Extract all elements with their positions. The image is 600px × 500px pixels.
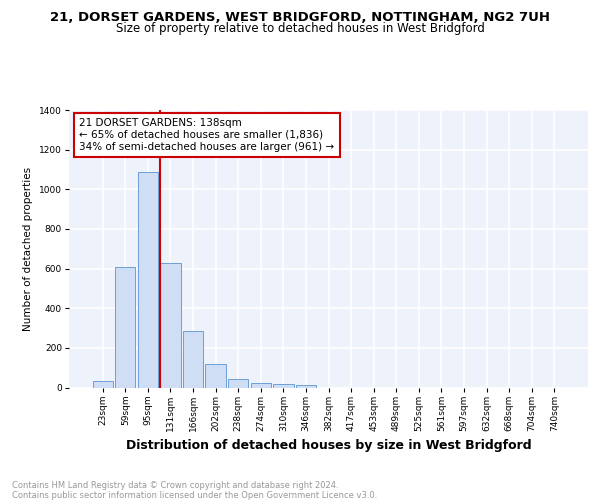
- Text: 21 DORSET GARDENS: 138sqm
← 65% of detached houses are smaller (1,836)
34% of se: 21 DORSET GARDENS: 138sqm ← 65% of detac…: [79, 118, 335, 152]
- Bar: [251, 382, 271, 388]
- Bar: [183, 331, 203, 388]
- Text: Size of property relative to detached houses in West Bridgford: Size of property relative to detached ho…: [116, 22, 484, 35]
- Bar: [115, 266, 136, 388]
- Bar: [160, 262, 181, 388]
- X-axis label: Distribution of detached houses by size in West Bridgford: Distribution of detached houses by size …: [125, 439, 532, 452]
- Text: Contains HM Land Registry data © Crown copyright and database right 2024.
Contai: Contains HM Land Registry data © Crown c…: [12, 481, 377, 500]
- Bar: [228, 378, 248, 388]
- Bar: [273, 384, 293, 388]
- Bar: [296, 384, 316, 388]
- Bar: [92, 380, 113, 388]
- Y-axis label: Number of detached properties: Number of detached properties: [23, 166, 34, 331]
- Bar: [138, 172, 158, 388]
- Text: 21, DORSET GARDENS, WEST BRIDGFORD, NOTTINGHAM, NG2 7UH: 21, DORSET GARDENS, WEST BRIDGFORD, NOTT…: [50, 11, 550, 24]
- Bar: [205, 364, 226, 388]
